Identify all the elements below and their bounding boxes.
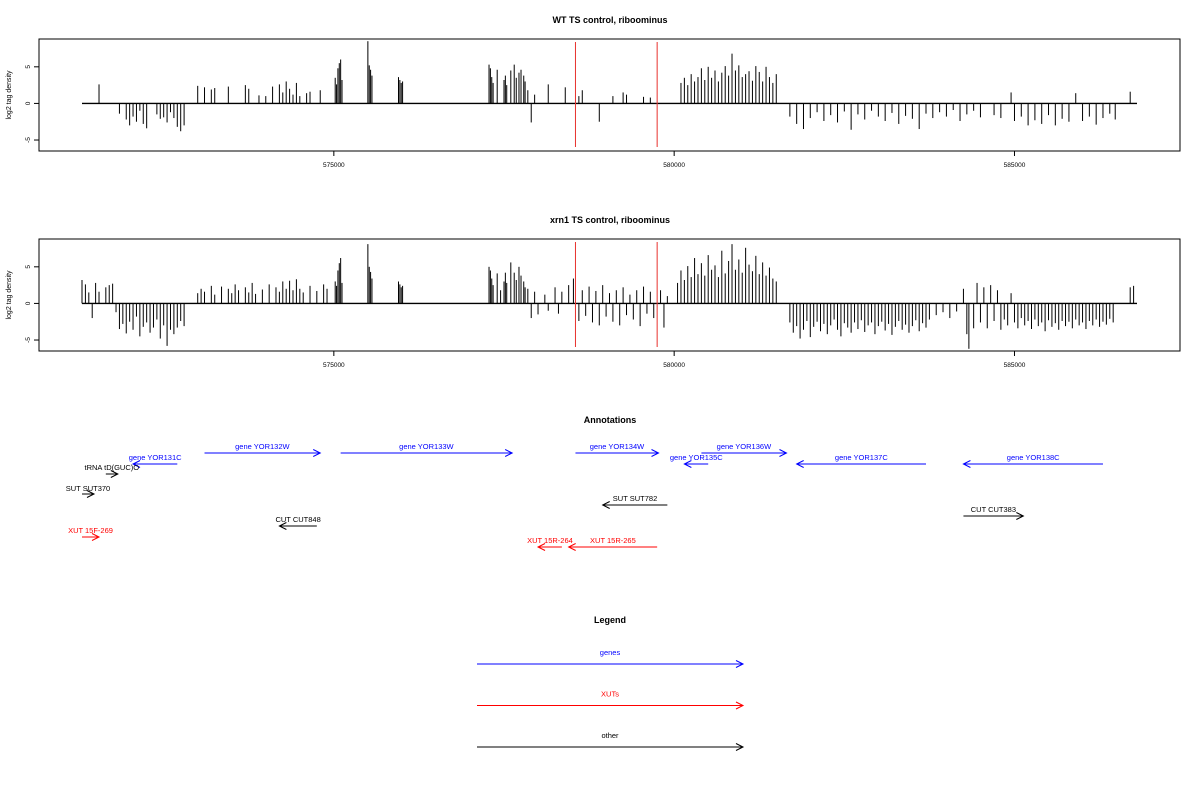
arrow-head xyxy=(86,490,96,498)
arrow-head xyxy=(601,501,610,509)
annotation-arrow: CUT CUT848 xyxy=(275,515,321,530)
xrn1-markers xyxy=(574,242,658,347)
annotation-label: CUT CUT383 xyxy=(971,505,1016,514)
annotation-arrow: XUT 15R-264 xyxy=(527,536,573,551)
legend-items: genes XUTs other xyxy=(477,648,745,751)
annotation-arrow: SUT SUT370 xyxy=(66,484,110,498)
wt-track-panel: WT TS control, riboominus log2 tag densi… xyxy=(6,15,1181,169)
arrow-head xyxy=(278,522,287,530)
annotation-arrow: gene YOR135C xyxy=(670,453,723,468)
annotation-label: XUT 15F-269 xyxy=(68,526,113,535)
legend-entry: other xyxy=(477,731,745,751)
arrow-head xyxy=(795,460,804,468)
annotation-label: gene YOR138C xyxy=(1007,453,1060,462)
wt-markers xyxy=(574,42,658,147)
annotation-label: SUT SUT370 xyxy=(66,484,110,493)
annotation-label: gene YOR134W xyxy=(590,442,645,451)
arrow-head xyxy=(110,470,119,478)
annotation-arrow: CUT CUT383 xyxy=(963,505,1025,520)
annotation-label: gene YOR136W xyxy=(717,442,772,451)
y-tick-label: -5 xyxy=(25,137,32,143)
y-tick-label: 0 xyxy=(25,301,32,305)
annotation-label: gene YOR131C xyxy=(129,453,182,462)
y-tick-label: 5 xyxy=(25,65,32,69)
xrn1-track-panel: xrn1 TS control, riboominus log2 tag den… xyxy=(6,215,1181,369)
annotation-label: gene YOR137C xyxy=(835,453,888,462)
legend-title: Legend xyxy=(594,615,626,625)
wt-x-ticks: 575000 580000 585000 xyxy=(323,151,1026,169)
annotation-arrow: gene YOR138C xyxy=(962,453,1103,468)
x-tick-label: 575000 xyxy=(323,162,345,169)
annotation-arrow: XUT 15R-265 xyxy=(567,536,658,551)
y-tick-label: 0 xyxy=(25,101,32,105)
xrn1-plot-frame xyxy=(38,238,1181,352)
x-tick-label: 580000 xyxy=(663,362,685,369)
annotation-label: gene YOR132W xyxy=(235,442,290,451)
annotation-arrow: tRNA tD(GUC)O xyxy=(85,463,140,478)
xrn1-track-title: xrn1 TS control, riboominus xyxy=(550,215,670,225)
annotation-arrow: SUT SUT782 xyxy=(601,494,668,509)
wt-plot-frame xyxy=(38,38,1181,152)
annotation-arrows: gene YOR131C gene YOR132W gene YOR133W gene… xyxy=(66,442,1103,551)
legend-panel: Legend genes XUTs other xyxy=(477,615,745,751)
legend-entry: genes xyxy=(477,648,745,668)
arrow-head xyxy=(735,743,745,751)
arrow-head xyxy=(91,533,101,541)
arrow-head xyxy=(313,449,322,457)
arrow-head xyxy=(651,449,660,457)
annotation-label: CUT CUT848 xyxy=(275,515,320,524)
annotation-label: XUT 15R-264 xyxy=(527,536,573,545)
annotation-label: tRNA tD(GUC)O xyxy=(85,463,140,472)
annotation-label: XUT 15R-265 xyxy=(590,536,636,545)
y-tick-label: 5 xyxy=(25,265,32,269)
annotation-label: gene YOR135C xyxy=(670,453,723,462)
annotation-arrow: gene YOR132W xyxy=(204,442,322,457)
xrn1-x-ticks: 575000 580000 585000 xyxy=(323,351,1026,369)
arrow-head xyxy=(131,460,141,468)
arrow-head xyxy=(962,460,971,468)
annotations-title: Annotations xyxy=(584,415,637,425)
x-tick-label: 585000 xyxy=(1004,162,1026,169)
x-tick-label: 575000 xyxy=(323,362,345,369)
legend-label: XUTs xyxy=(601,690,619,699)
arrow-head xyxy=(735,660,745,668)
legend-entry: XUTs xyxy=(477,690,745,710)
annotation-arrow: gene YOR136W xyxy=(701,442,788,457)
annotation-arrow: gene YOR137C xyxy=(795,453,926,468)
arrow-head xyxy=(779,449,788,457)
wt-y-ticks: -5 0 5 xyxy=(25,65,39,143)
arrow-head xyxy=(735,701,745,710)
wt-bars xyxy=(82,41,1137,132)
annotation-arrow: gene YOR131C xyxy=(129,453,182,468)
arrow-head xyxy=(683,460,692,468)
x-tick-label: 585000 xyxy=(1004,362,1026,369)
annotation-label: SUT SUT782 xyxy=(613,494,657,503)
wt-y-axis-label: log2 tag density xyxy=(6,70,13,120)
legend-label: other xyxy=(601,731,619,740)
xrn1-bars xyxy=(81,244,1137,349)
wt-track-title: WT TS control, riboominus xyxy=(553,15,668,25)
xrn1-y-axis-label: log2 tag density xyxy=(6,270,13,320)
annotation-label: gene YOR133W xyxy=(399,442,454,451)
annotation-arrow: XUT 15F-269 xyxy=(68,526,113,541)
arrow-head xyxy=(504,449,514,457)
y-tick-label: -5 xyxy=(25,337,32,343)
arrow-head xyxy=(567,543,576,551)
annotation-arrow: gene YOR133W xyxy=(340,442,514,457)
xrn1-y-ticks: -5 0 5 xyxy=(25,265,39,343)
legend-label: genes xyxy=(600,648,621,657)
annotation-arrow: gene YOR134W xyxy=(575,442,660,457)
arrow-head xyxy=(536,543,546,551)
arrow-head xyxy=(1016,512,1025,520)
x-tick-label: 580000 xyxy=(663,162,685,169)
